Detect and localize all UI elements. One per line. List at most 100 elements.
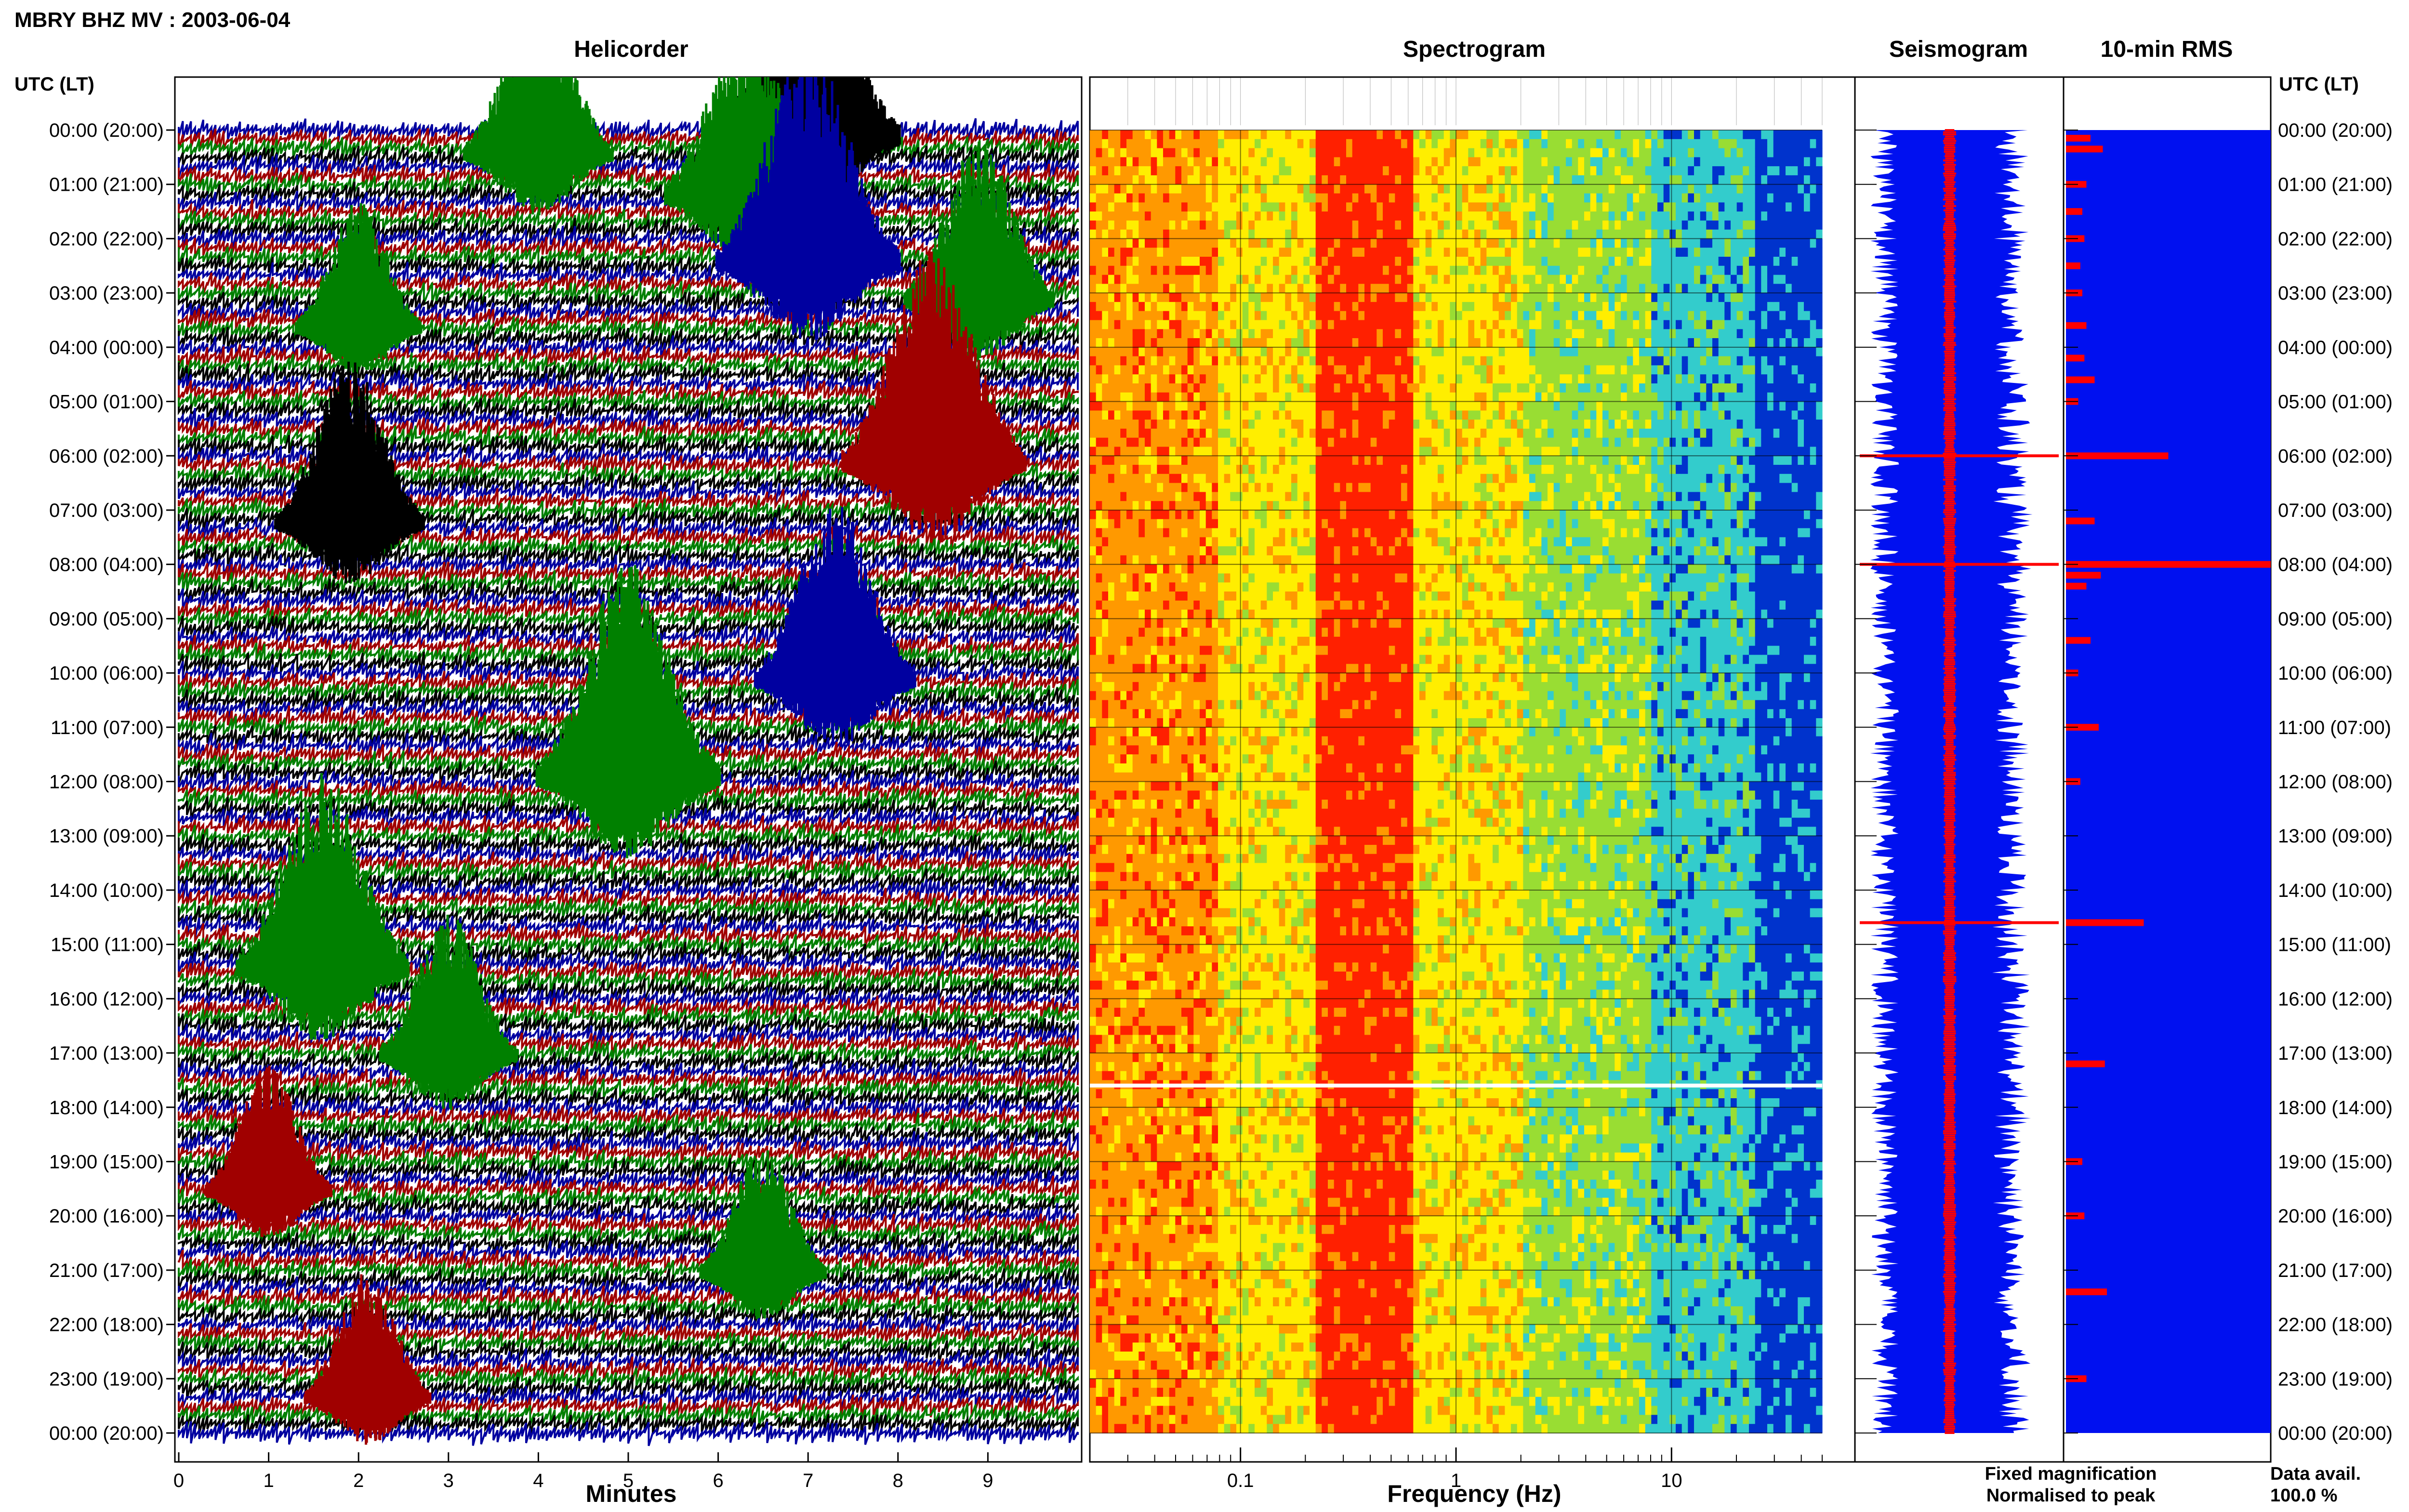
spectrogram-cell — [1224, 202, 1231, 212]
spectrogram-cell — [1218, 935, 1225, 945]
spectrogram-cell — [1212, 528, 1218, 538]
spectrogram-cell — [1212, 1306, 1218, 1316]
spectrogram-cell — [1242, 410, 1249, 420]
spectrogram-cell — [1255, 817, 1261, 827]
spectrogram-cell — [1175, 899, 1182, 909]
spectrogram-cell — [1138, 1297, 1145, 1307]
spectrogram-cell — [1260, 202, 1267, 212]
spectrogram-cell — [1224, 193, 1231, 203]
spectrogram-cell — [1120, 962, 1127, 972]
spectrogram-cell — [1175, 1424, 1182, 1433]
spectrogram-cell — [1255, 917, 1261, 927]
spectrogram-cell — [1120, 1134, 1127, 1144]
spectrogram-cell — [1187, 953, 1194, 963]
spectrogram-cell — [1267, 989, 1273, 999]
spectrogram-cell — [1151, 999, 1157, 1008]
spectrogram-cell — [1255, 148, 1261, 158]
spectrogram-cell — [1114, 410, 1121, 420]
spectrogram-cell — [1248, 781, 1255, 791]
spectrogram-cell — [1279, 664, 1285, 673]
spectrogram-cell — [1279, 655, 1285, 664]
spectrogram-cell — [1181, 456, 1188, 465]
spectrogram-cell — [1181, 592, 1188, 601]
spectrogram-cell — [1169, 302, 1176, 312]
spectrogram-cell — [1205, 501, 1212, 511]
spectrogram-cell — [1108, 600, 1115, 610]
spectrogram-cell — [1236, 1234, 1243, 1244]
spectrogram-cell — [1260, 1125, 1267, 1135]
spectrogram-cell — [1200, 1180, 1206, 1189]
spectrogram-cell — [1224, 437, 1231, 447]
spectrogram-cell — [1230, 618, 1237, 628]
spectrogram-cell — [1108, 636, 1115, 646]
spectrogram-cell — [1151, 1125, 1157, 1135]
spectrogram-cell — [1138, 989, 1145, 999]
spectrogram-cell — [1187, 1297, 1194, 1307]
spectrogram-cell — [1205, 320, 1212, 329]
spectrogram-cell — [1175, 953, 1182, 963]
spectrogram-cell — [1273, 1107, 1280, 1117]
spectrogram-cell — [1230, 592, 1237, 601]
spectrogram-cell — [1181, 1125, 1188, 1135]
spectrogram-cell — [1108, 754, 1115, 764]
spectrogram-cell — [1114, 293, 1121, 302]
spectrogram-cell — [1108, 347, 1115, 357]
spectrogram-cell — [1102, 854, 1109, 864]
spectrogram-cell — [1193, 428, 1200, 438]
spectrogram-cell — [1126, 1415, 1133, 1424]
spectrogram-cell — [1114, 1044, 1121, 1053]
helicorder-tick-label: 8 — [893, 1470, 903, 1491]
spectrogram-cell — [1157, 989, 1164, 999]
spectrogram-cell — [1151, 727, 1157, 737]
spectrogram-cell — [1248, 483, 1255, 492]
spectrogram-cell — [1181, 1270, 1188, 1280]
spectrogram-cell — [1205, 166, 1212, 176]
rms-title: 10-min RMS — [2101, 37, 2233, 62]
spectrogram-cell — [1279, 1288, 1285, 1298]
spectrogram-cell — [1218, 1351, 1225, 1361]
spectrogram-cell — [1102, 483, 1109, 492]
spectrogram-cell — [1151, 555, 1157, 565]
spectrogram-cell — [1090, 827, 1097, 836]
spectrogram-cell — [1157, 510, 1164, 520]
spectrogram-cell — [1267, 284, 1273, 293]
spectrogram-cell — [1218, 1071, 1225, 1080]
spectrogram-cell — [1120, 980, 1127, 990]
spectrogram-cell — [1193, 944, 1200, 954]
spectrogram-cell — [1236, 926, 1243, 936]
spectrogram-cell — [1230, 356, 1237, 366]
spectrogram-cell — [1242, 890, 1249, 900]
spectrogram-cell — [1187, 1197, 1194, 1207]
spectrogram-cell — [1120, 238, 1127, 248]
spectrogram-cell — [1181, 609, 1188, 619]
spectrogram-cell — [1132, 745, 1139, 755]
spectrogram-cell — [1230, 437, 1237, 447]
spectrogram-cell — [1145, 1297, 1152, 1307]
spectrogram-cell — [1230, 1324, 1237, 1334]
spectrogram-cell — [1163, 1116, 1170, 1126]
spectrogram-cell — [1163, 130, 1170, 140]
spectrogram-cell — [1187, 139, 1194, 149]
spectrogram-cell — [1145, 338, 1152, 348]
spectrogram-cell — [1236, 1415, 1243, 1424]
spectrogram-cell — [1248, 139, 1255, 149]
spectrogram-cell — [1273, 854, 1280, 864]
spectrogram-cell — [1242, 718, 1249, 728]
spectrogram-cell — [1224, 592, 1231, 601]
spectrogram-cell — [1187, 1216, 1194, 1225]
spectrogram-cell — [1236, 410, 1243, 420]
spectrogram-cell — [1236, 501, 1243, 511]
spectrogram-cell — [1260, 781, 1267, 791]
spectrogram-cell — [1126, 537, 1133, 547]
spectrogram-cell — [1267, 899, 1273, 909]
spectrogram-cell — [1181, 392, 1188, 402]
spectrogram-cell — [1200, 465, 1206, 474]
spectrogram-cell — [1260, 727, 1267, 737]
spectrogram-cell — [1120, 1016, 1127, 1026]
spectrogram-cell — [1205, 437, 1212, 447]
spectrogram-cell — [1157, 401, 1164, 411]
spectrogram-cell — [1108, 1270, 1115, 1280]
spectrogram-cell — [1267, 972, 1273, 981]
spectrogram-cell — [1255, 763, 1261, 773]
time-label: 20:00 (16:00) — [49, 1206, 164, 1227]
